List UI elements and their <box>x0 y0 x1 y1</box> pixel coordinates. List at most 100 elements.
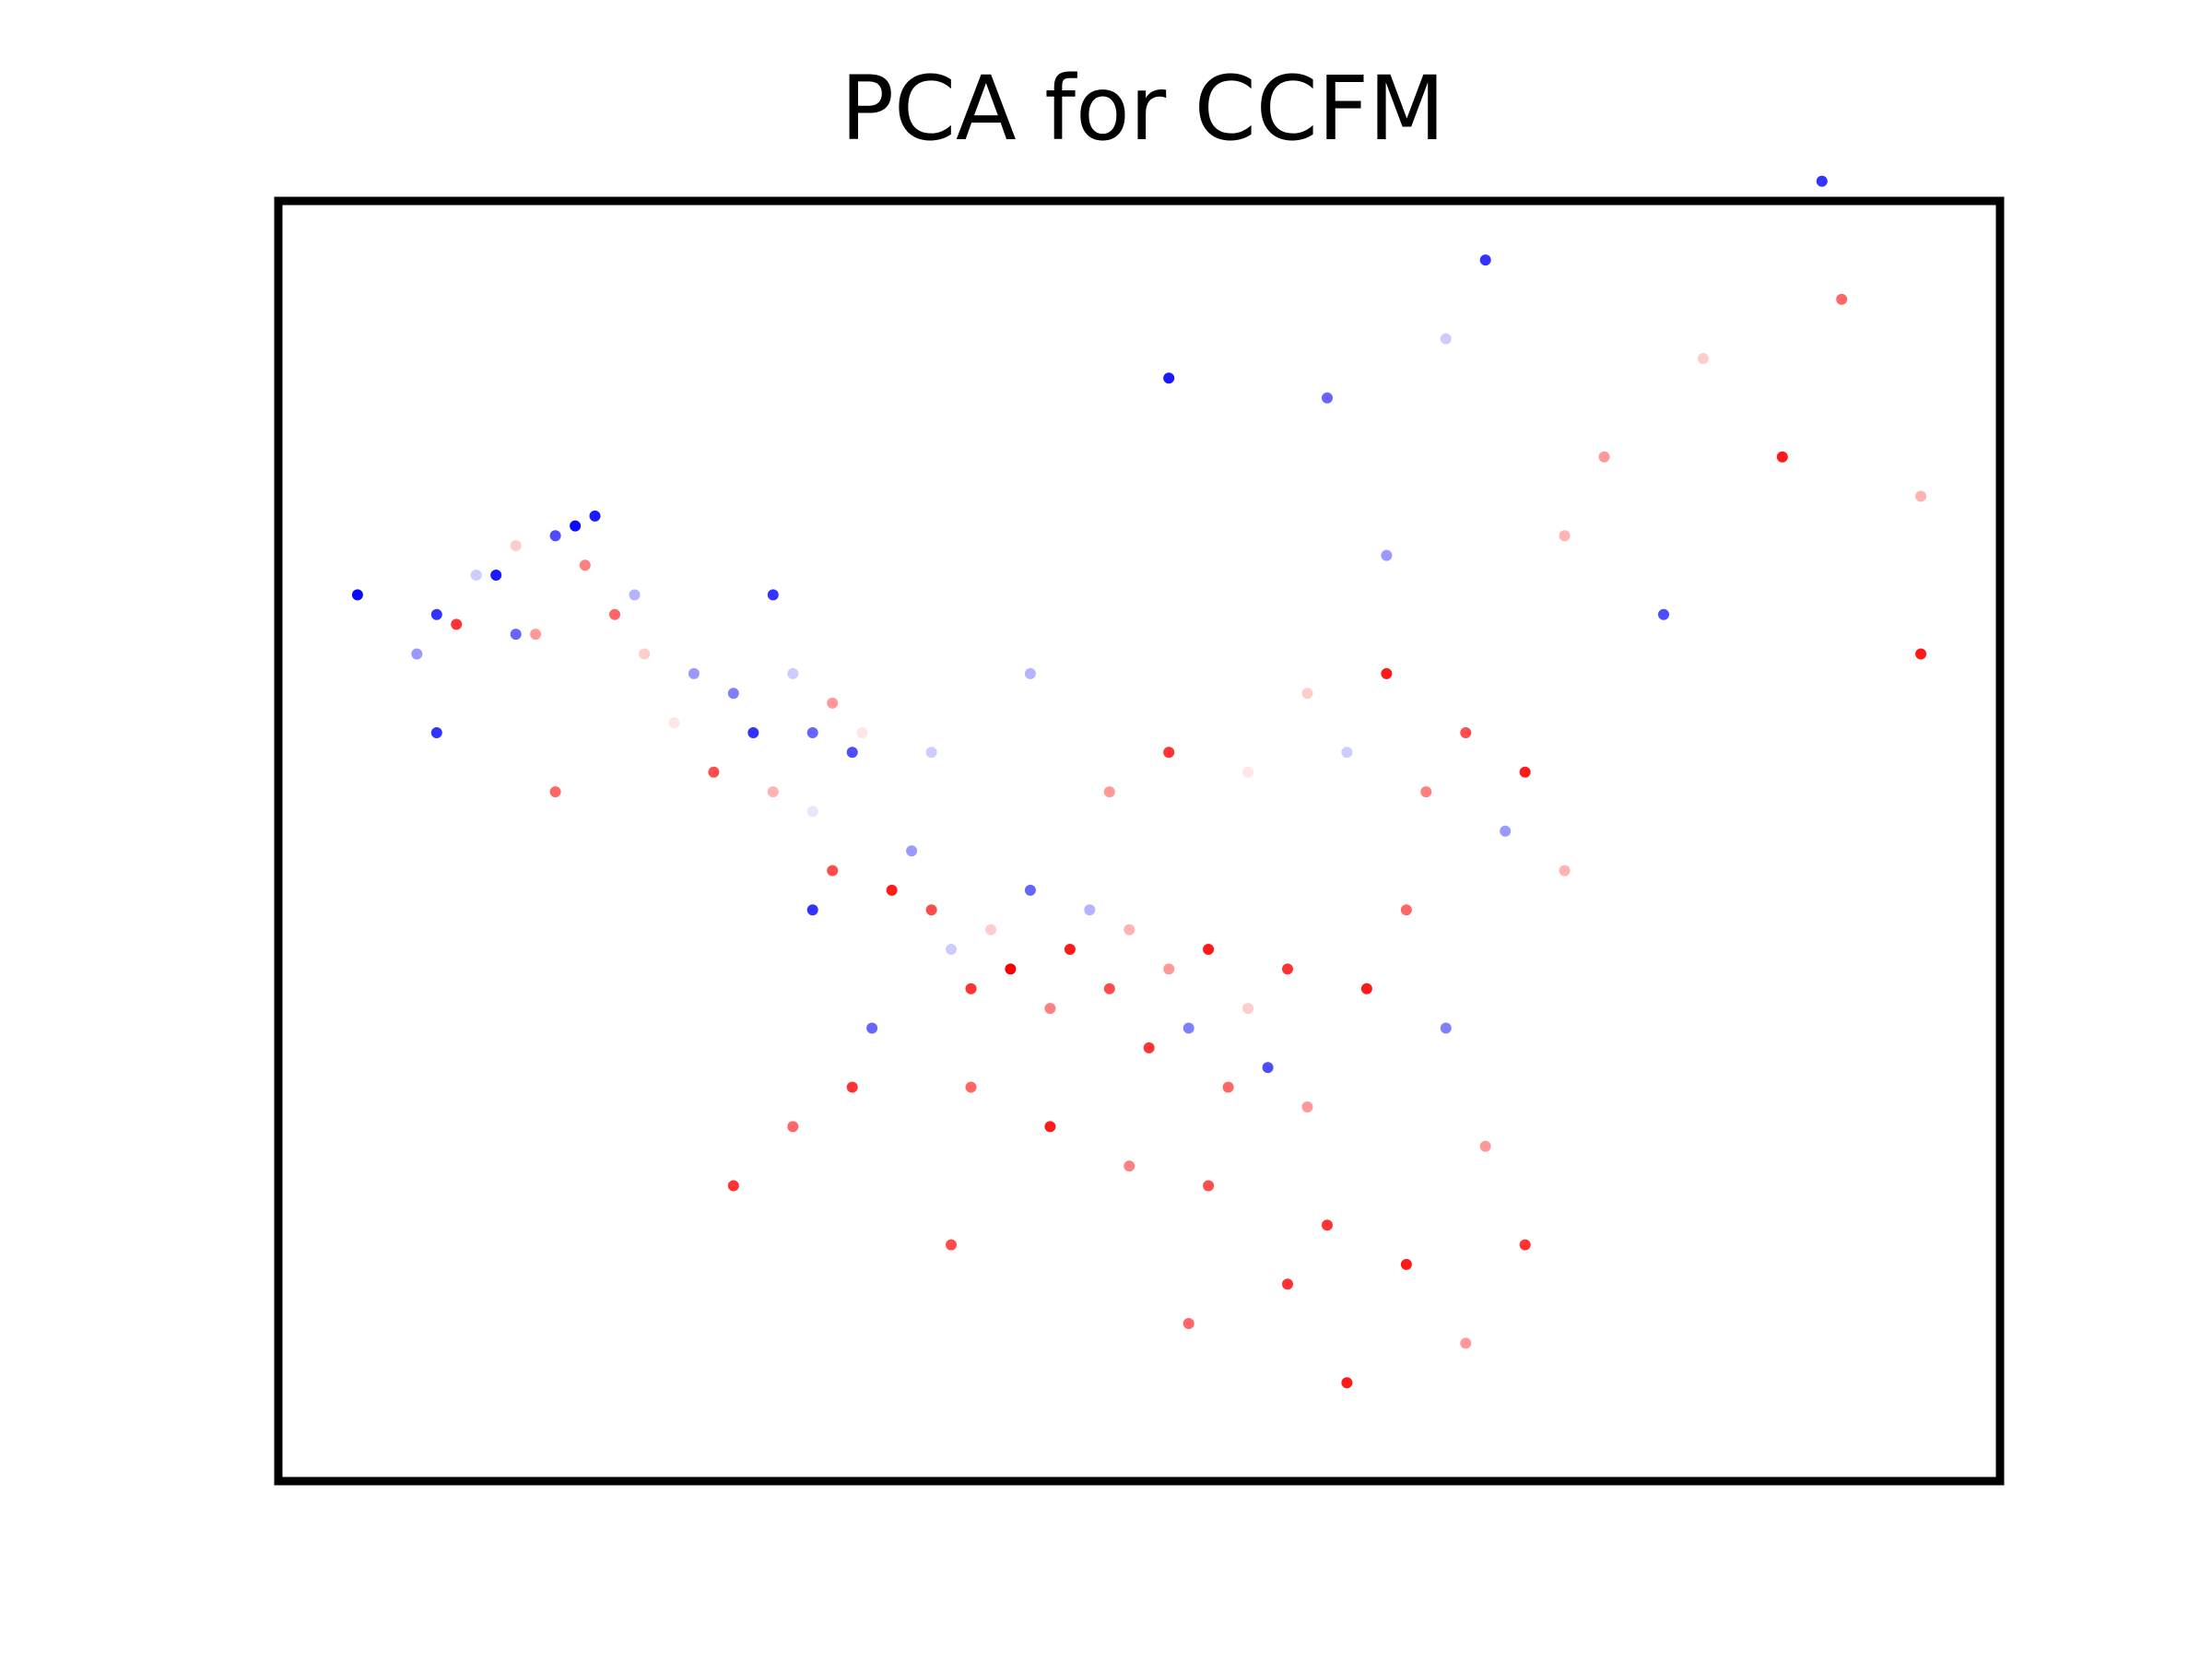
scatter-point <box>530 629 542 641</box>
scatter-point <box>1519 1239 1531 1251</box>
plot-frame <box>274 196 2005 1486</box>
scatter-point <box>589 510 601 522</box>
scatter-point <box>1381 549 1393 561</box>
scatter-point <box>965 982 977 994</box>
scatter-point <box>609 608 620 620</box>
scatter-point <box>767 589 779 601</box>
scatter-point <box>1182 1022 1194 1034</box>
scatter-point <box>886 884 898 896</box>
scatter-point <box>866 1022 878 1034</box>
scatter-point <box>787 1121 799 1133</box>
scatter-point <box>846 1081 858 1093</box>
scatter-point <box>629 589 641 601</box>
scatter-point <box>1915 490 1927 502</box>
scatter-point <box>549 530 561 542</box>
scatter-points <box>351 175 1927 1389</box>
scatter-point <box>1360 982 1372 994</box>
scatter-point <box>430 608 442 620</box>
scatter-point <box>1420 786 1432 798</box>
scatter-point <box>1163 963 1175 975</box>
scatter-point <box>1124 924 1135 935</box>
scatter-point <box>1460 727 1472 738</box>
scatter-point <box>1400 904 1412 916</box>
scatter-point <box>1103 982 1115 994</box>
scatter-point <box>1084 904 1096 916</box>
scatter-point <box>1322 392 1333 404</box>
scatter-point <box>1519 766 1531 778</box>
scatter-point <box>1242 766 1254 778</box>
scatter-point <box>1005 963 1017 975</box>
scatter-point <box>1460 1337 1472 1349</box>
scatter-point <box>1341 1377 1353 1389</box>
scatter-point <box>1182 1318 1194 1329</box>
scatter-point <box>806 727 818 738</box>
scatter-point <box>856 727 868 738</box>
scatter-point <box>925 904 937 916</box>
scatter-point <box>411 648 423 660</box>
scatter-point <box>451 618 463 630</box>
scatter-point <box>1064 944 1076 955</box>
scatter-point <box>1262 1062 1274 1074</box>
scatter-point <box>787 667 799 679</box>
scatter-point <box>510 629 522 641</box>
scatter-point <box>1044 1121 1056 1133</box>
scatter-point <box>1440 1022 1452 1034</box>
scatter-point <box>490 570 502 581</box>
scatter-point <box>1341 747 1353 759</box>
scatter-point <box>549 786 561 798</box>
scatter-point <box>639 648 651 660</box>
scatter-point <box>430 727 442 738</box>
scatter-point <box>1915 648 1927 660</box>
scatter-point <box>846 747 858 759</box>
scatter-point <box>351 589 363 601</box>
scatter-point <box>827 865 839 877</box>
scatter-point <box>1559 530 1571 542</box>
scatter-point <box>1500 825 1512 837</box>
scatter-point <box>668 717 680 729</box>
scatter-point <box>1301 1101 1313 1112</box>
scatter-point <box>1479 254 1491 266</box>
scatter-point <box>1381 667 1393 679</box>
scatter-point <box>727 688 739 700</box>
scatter-point <box>1322 1219 1333 1231</box>
scatter-point <box>985 924 996 935</box>
scatter-point <box>688 667 700 679</box>
scatter-point <box>806 904 818 916</box>
scatter-point <box>1044 1003 1056 1015</box>
scatter-point <box>965 1081 977 1093</box>
scatter-point <box>1103 786 1115 798</box>
scatter-point <box>1282 963 1293 975</box>
scatter-point <box>1242 1003 1254 1015</box>
scatter-point <box>727 1180 739 1192</box>
scatter-point <box>747 727 759 738</box>
scatter-point <box>946 944 957 955</box>
scatter-point <box>1301 688 1313 700</box>
scatter-point <box>1440 333 1452 345</box>
scatter-point <box>1559 865 1571 877</box>
scatter-point <box>1836 293 1848 305</box>
scatter-point <box>1776 451 1788 463</box>
scatter-point <box>906 845 918 857</box>
scatter-point <box>1222 1081 1234 1093</box>
scatter-point <box>767 786 779 798</box>
scatter-point <box>1479 1140 1491 1152</box>
scatter-point <box>579 559 591 571</box>
scatter-point <box>1658 608 1669 620</box>
scatter-point <box>925 747 937 759</box>
scatter-point <box>827 697 839 709</box>
scatter-point <box>1282 1278 1293 1290</box>
scatter-point <box>1024 884 1036 896</box>
scatter-point <box>470 570 482 581</box>
scatter-point <box>1203 1180 1215 1192</box>
scatter-point <box>806 806 818 818</box>
scatter-point <box>946 1239 957 1251</box>
scatter-point <box>1697 353 1709 364</box>
scatter-point <box>1598 451 1610 463</box>
scatter-point <box>708 766 720 778</box>
scatter-point <box>1143 1041 1155 1053</box>
scatter-point <box>510 540 522 551</box>
scatter-point <box>1124 1160 1135 1172</box>
scatter-point <box>1203 944 1215 955</box>
scatter-point <box>1400 1258 1412 1270</box>
